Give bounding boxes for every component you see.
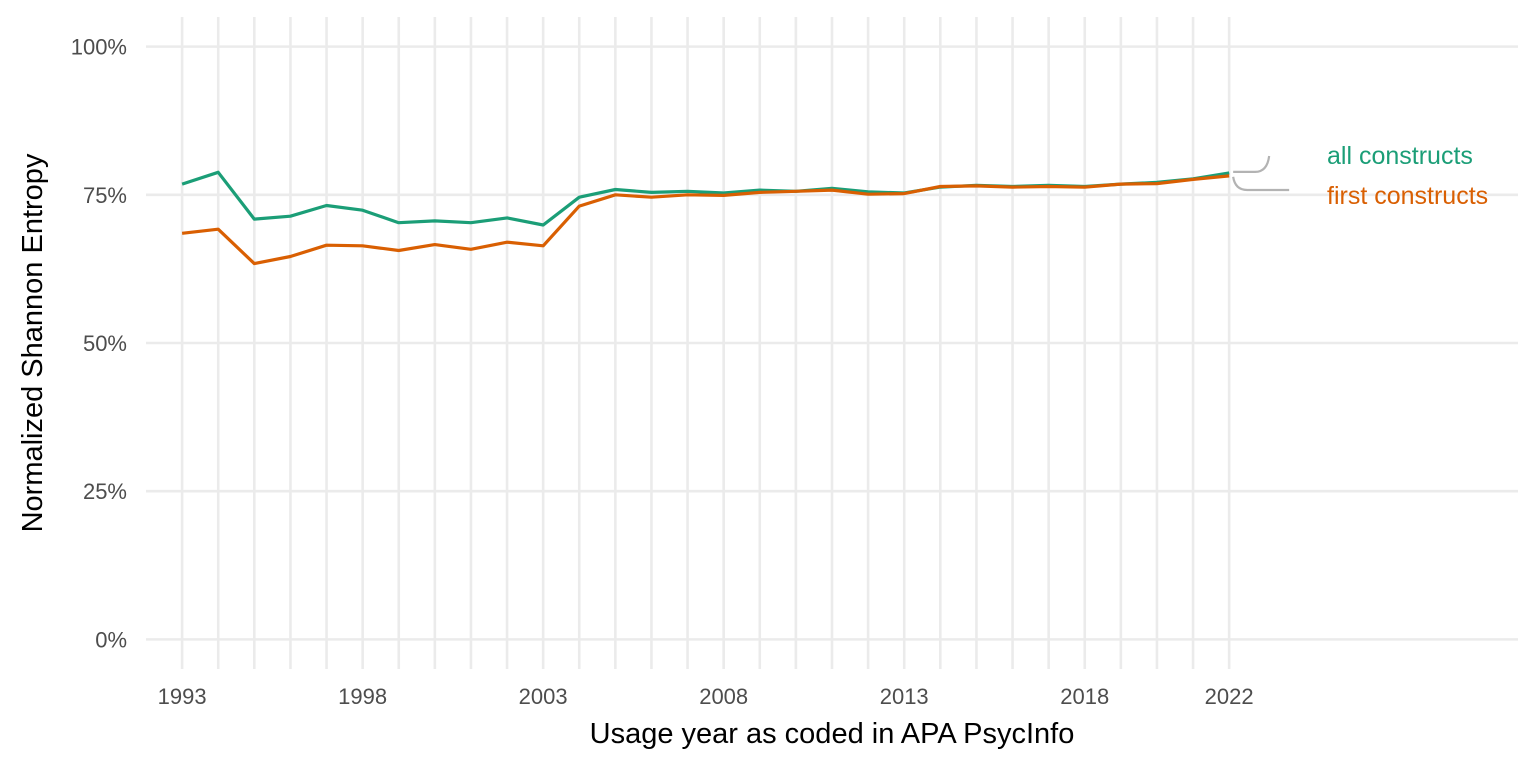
y-tick-label: 25%: [83, 479, 127, 504]
x-tick-label: 2003: [519, 684, 568, 709]
series-labels: all constructs first constructs: [1327, 142, 1488, 210]
label-connector: [1233, 155, 1271, 173]
x-tick-label: 1993: [158, 684, 207, 709]
x-tick-label: 2022: [1205, 684, 1254, 709]
series-line-all-constructs: [181, 170, 1230, 227]
y-tick-label: 100%: [71, 35, 127, 60]
y-tick-label: 50%: [83, 331, 127, 356]
x-tick-label: 2018: [1060, 684, 1109, 709]
y-axis-ticks: 0% 25% 50% 75% 100%: [71, 35, 127, 653]
series-label-first-constructs: first constructs: [1327, 182, 1488, 210]
series-label-all-constructs: all constructs: [1327, 142, 1473, 170]
label-connectors: [1232, 155, 1290, 192]
series-lines: [181, 170, 1230, 266]
x-tick-label: 2008: [699, 684, 748, 709]
x-axis-ticks: 1993 1998 2003 2008 2013 2018 2022: [158, 684, 1254, 709]
x-tick-label: 1998: [338, 684, 387, 709]
y-tick-label: 0%: [95, 627, 127, 652]
x-tick-label: 2013: [880, 684, 929, 709]
y-tick-label: 75%: [83, 183, 127, 208]
x-axis-title: Usage year as coded in APA PsycInfo: [590, 718, 1075, 750]
y-axis-title: Normalized Shannon Entropy: [17, 153, 49, 532]
label-connector: [1232, 176, 1290, 192]
series-line-first-constructs: [181, 174, 1230, 266]
grid: [146, 17, 1518, 669]
